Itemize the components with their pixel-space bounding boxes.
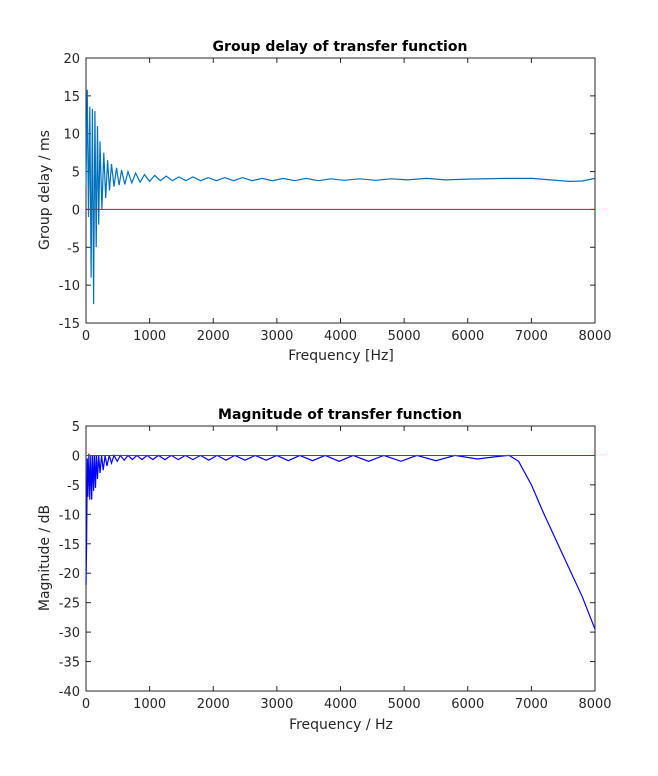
y-axis-label: Group delay / ms: [37, 130, 53, 250]
y-tick-label: -40: [59, 685, 80, 700]
x-tick-label: 1000: [133, 329, 166, 344]
x-tick-label: 0: [82, 329, 90, 344]
y-tick-label: -15: [59, 317, 80, 332]
x-tick-label: 8000: [578, 329, 611, 344]
y-tick-label: -10: [59, 279, 80, 294]
y-tick-label: 0: [72, 203, 80, 218]
x-tick-label: 0: [82, 697, 90, 712]
y-tick-label: -35: [59, 656, 80, 671]
y-tick-label: -10: [59, 508, 80, 523]
x-tick-label: 3000: [260, 329, 293, 344]
y-tick-label: 5: [72, 166, 80, 181]
x-tick-label: 3000: [260, 697, 293, 712]
y-tick-label: -5: [67, 241, 80, 256]
x-tick-label: 6000: [451, 697, 484, 712]
chart-title: Group delay of transfer function: [213, 39, 468, 55]
x-tick-label: 5000: [388, 329, 421, 344]
series-line: [85, 89, 596, 305]
group-delay-axes: Group delay of transfer function Frequen…: [37, 39, 612, 364]
x-axis-label: Frequency / Hz: [289, 717, 393, 733]
y-tick-label: -20: [59, 567, 80, 582]
y-axis-label: Magnitude / dB: [37, 505, 53, 611]
x-tick-label: 5000: [388, 697, 421, 712]
x-tick-label: 8000: [578, 697, 611, 712]
plot-area: [85, 57, 596, 324]
x-tick-label: 4000: [324, 697, 357, 712]
x-tick-label: 7000: [515, 329, 548, 344]
y-tick-label: 0: [72, 449, 80, 464]
y-tick-label: 10: [63, 128, 80, 143]
y-tick-label: -25: [59, 597, 80, 612]
x-tick-label: 2000: [197, 697, 230, 712]
y-tick-label: 15: [63, 90, 80, 105]
y-tick-label: 5: [72, 420, 80, 435]
chart-title: Magnitude of transfer function: [218, 407, 462, 423]
x-tick-label: 1000: [133, 697, 166, 712]
x-tick-label: 2000: [197, 329, 230, 344]
magnitude-axes: Magnitude of transfer function Frequency…: [37, 407, 612, 733]
x-tick-label: 4000: [324, 329, 357, 344]
x-tick-label: 6000: [451, 329, 484, 344]
y-tick-label: 20: [63, 52, 80, 67]
x-axis-label: Frequency [Hz]: [288, 348, 394, 364]
y-tick-label: -15: [59, 538, 80, 553]
y-tick-label: -30: [59, 626, 80, 641]
plot-area: [85, 425, 596, 692]
y-tick-label: -5: [67, 479, 80, 494]
x-tick-label: 7000: [515, 697, 548, 712]
series-line: [85, 453, 596, 630]
